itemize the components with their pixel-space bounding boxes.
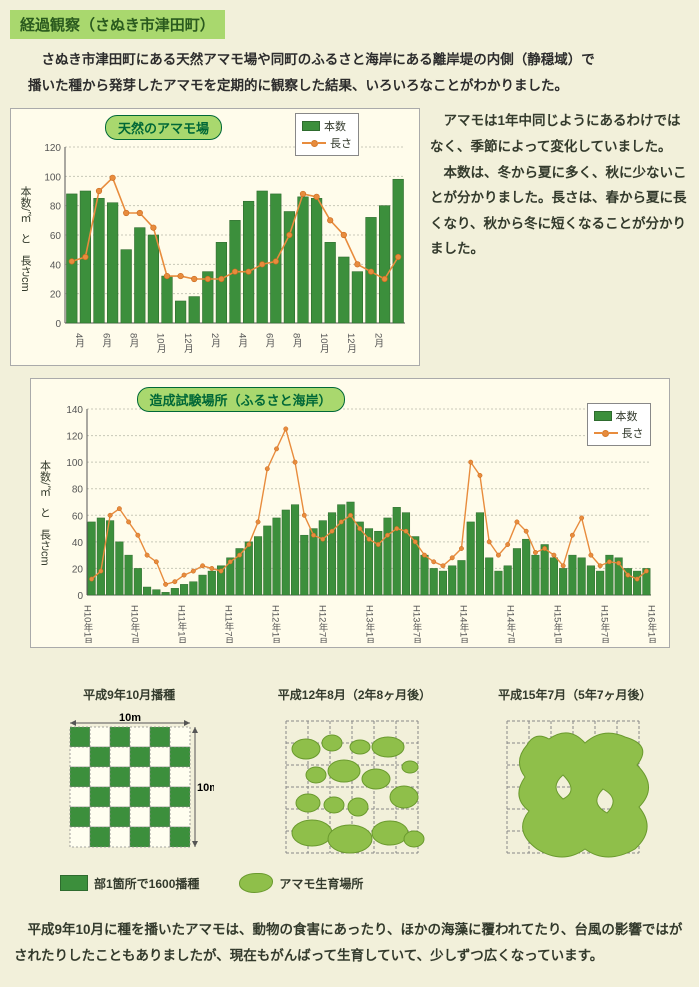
chart-1: 天然のアマモ場 本数 長さ 本数/㎡ と 長さcm 0 20 40 60 80 100 12… bbox=[10, 108, 420, 366]
grid1-title: 平成9年10月播種 bbox=[44, 686, 214, 703]
swatch-icon bbox=[60, 875, 88, 891]
side-text: アマモは1年中同じようにあるわけではなく、季節によって変化していました。 本数は… bbox=[430, 108, 689, 262]
grid-legend: 部1箇所で1600播種 アマモ生育場所 bbox=[0, 869, 699, 909]
legend-count: 本数 bbox=[324, 118, 346, 134]
svg-text:20: 20 bbox=[71, 565, 83, 576]
svg-text:80: 80 bbox=[71, 485, 83, 496]
svg-text:2月: 2月 bbox=[372, 333, 384, 349]
grid1-svg: 10m 10m bbox=[44, 709, 214, 859]
legend-length: 長さ bbox=[622, 425, 644, 441]
chart2-legend: 本数 長さ bbox=[587, 403, 651, 446]
svg-text:12月: 12月 bbox=[345, 333, 357, 354]
intro-line-2: 播いた種から発芽したアマモを定期的に観察した結果、いろいろなことがわかりました。 bbox=[28, 78, 568, 93]
chart-2: 造成試験場所（ふるさと海岸） 本数 長さ 本数/㎡ と 長さcm 0 20 40 60… bbox=[30, 378, 670, 648]
svg-text:140: 140 bbox=[66, 405, 83, 416]
svg-text:10月: 10月 bbox=[155, 333, 167, 354]
grid3-svg bbox=[495, 709, 655, 859]
chart1-legend: 本数 長さ bbox=[295, 113, 359, 156]
svg-text:6月: 6月 bbox=[264, 333, 276, 349]
line-sample-icon bbox=[594, 430, 618, 437]
side-p1: アマモは1年中同じようにあるわけではなく、季節によって変化していました。 bbox=[430, 108, 689, 159]
svg-text:H12年1月: H12年1月 bbox=[269, 605, 281, 643]
grid-3: 平成15年7月（5年7ヶ月後） bbox=[495, 686, 655, 859]
intro-line-1: さぬき市津田町にある天然アマモ場や同町のふるさと海岸にある離岸堤の内側（静穏域）… bbox=[42, 52, 595, 67]
svg-text:0: 0 bbox=[55, 319, 61, 330]
grid-1: 平成9年10月播種 10m 10m bbox=[44, 686, 214, 859]
svg-text:H13年7月: H13年7月 bbox=[410, 605, 422, 643]
grid2-title: 平成12年8月（2年8ヶ月後） bbox=[274, 686, 434, 703]
chart1-ylabel: 本数/㎡ と 長さcm bbox=[17, 119, 33, 359]
svg-text:H15年1月: H15年1月 bbox=[551, 605, 563, 643]
svg-text:H14年1月: H14年1月 bbox=[457, 605, 469, 643]
chart2-svg: 0 20 40 60 80 100 120 140 H10年1月 H10年7月 H11年1月 H11年… bbox=[53, 385, 661, 643]
blob-icon bbox=[239, 873, 273, 893]
svg-text:8月: 8月 bbox=[128, 333, 140, 349]
chart1-title: 天然のアマモ場 bbox=[105, 115, 222, 140]
grid-legend1: 部1箇所で1600播種 bbox=[94, 875, 199, 892]
svg-text:2月: 2月 bbox=[209, 333, 221, 349]
svg-text:H13年1月: H13年1月 bbox=[363, 605, 375, 643]
chart2-ylabel: 本数/㎡ と 長さcm bbox=[37, 385, 53, 641]
grid-2: 平成12年8月（2年8ヶ月後） bbox=[274, 686, 434, 859]
svg-text:4月: 4月 bbox=[236, 333, 248, 349]
svg-text:20: 20 bbox=[50, 290, 62, 301]
svg-text:100: 100 bbox=[66, 458, 83, 469]
grid-plots-row: 平成9年10月播種 10m 10m 平成12年8月（2年8ヶ月後） 平成15年7月… bbox=[0, 662, 699, 869]
svg-text:10m: 10m bbox=[197, 782, 214, 794]
footer-text: 平成9年10月に種を播いたアマモは、動物の食害にあったり、ほかの海藻に覆われてた… bbox=[0, 909, 699, 986]
line-sample-icon bbox=[302, 140, 326, 147]
grid-legend2: アマモ生育場所 bbox=[279, 875, 363, 892]
swatch-icon bbox=[594, 411, 612, 421]
legend-count: 本数 bbox=[616, 408, 638, 424]
svg-text:120: 120 bbox=[66, 432, 83, 443]
intro-text: さぬき市津田町にある天然アマモ場や同町のふるさと海岸にある離岸堤の内側（静穏域）… bbox=[0, 47, 699, 108]
svg-text:0: 0 bbox=[77, 591, 83, 602]
svg-text:10月: 10月 bbox=[318, 333, 330, 354]
svg-text:8月: 8月 bbox=[291, 333, 303, 349]
svg-text:H12年7月: H12年7月 bbox=[316, 605, 328, 643]
chart2-title: 造成試験場所（ふるさと海岸） bbox=[137, 387, 345, 412]
svg-text:H10年1月: H10年1月 bbox=[81, 605, 93, 643]
svg-text:100: 100 bbox=[44, 173, 61, 184]
side-p2: 本数は、冬から夏に多く、秋に少ないことが分かりました。長さは、春から夏に長くなり… bbox=[430, 160, 689, 263]
svg-text:H16年1月: H16年1月 bbox=[645, 605, 657, 643]
footer-p: 平成9年10月に種を播いたアマモは、動物の食害にあったり、ほかの海藻に覆われてた… bbox=[14, 917, 685, 968]
svg-text:H15年7月: H15年7月 bbox=[598, 605, 610, 643]
svg-text:80: 80 bbox=[50, 202, 62, 213]
grid3-title: 平成15年7月（5年7ヶ月後） bbox=[495, 686, 655, 703]
svg-text:120: 120 bbox=[44, 143, 61, 154]
legend-length: 長さ bbox=[330, 135, 352, 151]
svg-text:H10年7月: H10年7月 bbox=[128, 605, 140, 643]
svg-text:H14年7月: H14年7月 bbox=[504, 605, 516, 643]
svg-text:12月: 12月 bbox=[182, 333, 194, 354]
svg-text:6月: 6月 bbox=[100, 333, 112, 349]
svg-text:40: 40 bbox=[71, 538, 83, 549]
svg-text:60: 60 bbox=[50, 231, 62, 242]
swatch-icon bbox=[302, 121, 320, 131]
svg-text:H11年1月: H11年1月 bbox=[175, 605, 187, 643]
grid2-svg bbox=[274, 709, 434, 859]
svg-text:10m: 10m bbox=[119, 712, 141, 724]
section-title: 経過観察（さぬき市津田町） bbox=[10, 10, 225, 39]
svg-text:60: 60 bbox=[71, 512, 83, 523]
svg-text:40: 40 bbox=[50, 261, 62, 272]
svg-text:4月: 4月 bbox=[73, 333, 85, 349]
svg-text:H11年7月: H11年7月 bbox=[222, 605, 234, 643]
